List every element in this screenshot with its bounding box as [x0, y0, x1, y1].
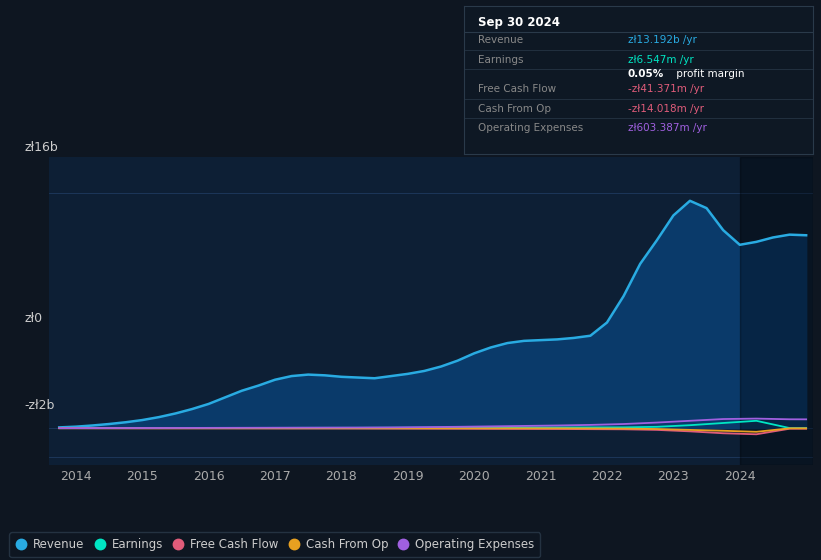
Text: 0.05%: 0.05% — [628, 69, 664, 80]
Text: Sep 30 2024: Sep 30 2024 — [478, 16, 560, 29]
Text: -zł14.018m /yr: -zł14.018m /yr — [628, 104, 704, 114]
Text: zł603.387m /yr: zł603.387m /yr — [628, 123, 707, 133]
Text: Free Cash Flow: Free Cash Flow — [478, 84, 556, 94]
Text: zł13.192b /yr: zł13.192b /yr — [628, 35, 697, 45]
Text: zł6.547m /yr: zł6.547m /yr — [628, 54, 694, 64]
Text: profit margin: profit margin — [673, 69, 745, 80]
Text: zł16b: zł16b — [25, 141, 58, 154]
Text: Cash From Op: Cash From Op — [478, 104, 551, 114]
Text: Revenue: Revenue — [478, 35, 523, 45]
Text: Earnings: Earnings — [478, 54, 523, 64]
Legend: Revenue, Earnings, Free Cash Flow, Cash From Op, Operating Expenses: Revenue, Earnings, Free Cash Flow, Cash … — [9, 533, 540, 557]
Bar — [740, 157, 813, 465]
Text: Operating Expenses: Operating Expenses — [478, 123, 583, 133]
Text: -zł41.371m /yr: -zł41.371m /yr — [628, 84, 704, 94]
Text: -zł2b: -zł2b — [25, 399, 55, 412]
Text: zł0: zł0 — [25, 312, 43, 325]
